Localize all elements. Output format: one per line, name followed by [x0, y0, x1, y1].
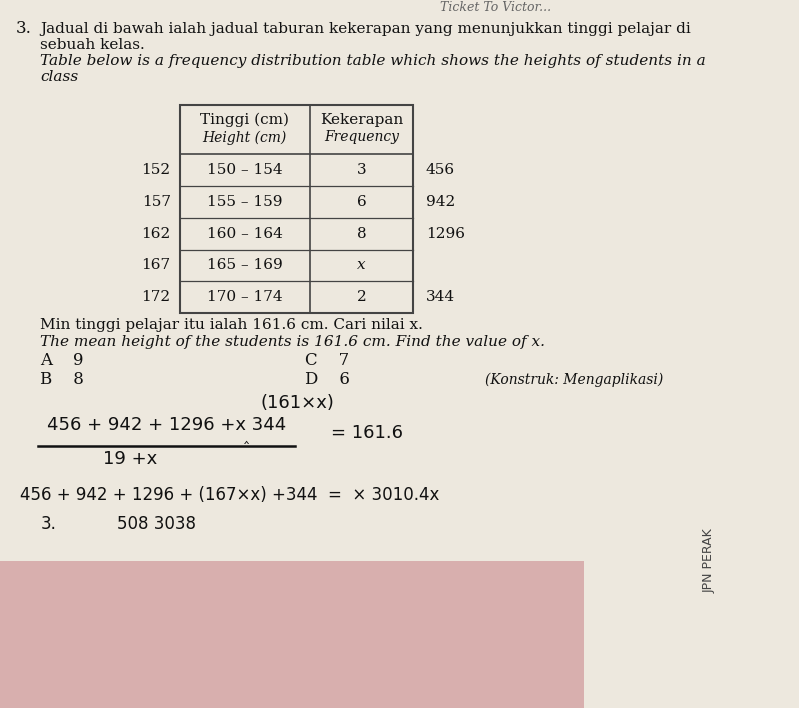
Text: (Konstruk: Mengaplikasi): (Konstruk: Mengaplikasi) [485, 373, 663, 387]
Text: 942: 942 [426, 195, 455, 209]
Text: 3.: 3. [16, 20, 32, 37]
Text: 6: 6 [356, 195, 367, 209]
Text: 456 + 942 + 1296 +x 344: 456 + 942 + 1296 +x 344 [46, 416, 286, 434]
Text: 157: 157 [141, 195, 171, 209]
Text: 508 3038: 508 3038 [117, 515, 196, 533]
Text: (161×x): (161×x) [260, 394, 334, 412]
Text: 172: 172 [141, 290, 171, 304]
Text: 170 – 174: 170 – 174 [207, 290, 283, 304]
Text: Height (cm): Height (cm) [203, 130, 287, 144]
Text: 150 – 154: 150 – 154 [207, 163, 283, 177]
Text: B    8: B 8 [41, 372, 84, 389]
Text: 2: 2 [356, 290, 367, 304]
Text: 160 – 164: 160 – 164 [207, 227, 283, 241]
Text: class: class [41, 70, 78, 84]
Text: Ticket To Victor...: Ticket To Victor... [440, 1, 551, 14]
Text: D    6: D 6 [305, 372, 350, 389]
Text: 162: 162 [141, 227, 171, 241]
Text: C    7: C 7 [305, 352, 350, 369]
Text: JPN PERAK: JPN PERAK [703, 529, 716, 593]
Text: 165 – 169: 165 – 169 [207, 258, 283, 273]
Text: 3.: 3. [41, 515, 56, 533]
Bar [0, 561, 584, 708]
Text: Kekerapan: Kekerapan [320, 113, 403, 127]
Text: Min tinggi pelajar itu ialah 161.6 cm. Cari nilai x.: Min tinggi pelajar itu ialah 161.6 cm. C… [41, 318, 423, 332]
Text: 1296: 1296 [426, 227, 465, 241]
Text: Tinggi (cm): Tinggi (cm) [201, 113, 289, 127]
Text: 8: 8 [356, 227, 366, 241]
Text: sebuah kelas.: sebuah kelas. [41, 38, 145, 52]
Text: The mean height of the students is 161.6 cm. Find the value of x.: The mean height of the students is 161.6… [41, 335, 546, 349]
Text: A    9: A 9 [41, 352, 84, 369]
Text: Frequency: Frequency [324, 130, 399, 144]
Text: ‸: ‸ [244, 429, 249, 444]
Text: 3: 3 [356, 163, 366, 177]
Text: x: x [357, 258, 366, 273]
Text: 19 +x: 19 +x [103, 450, 157, 468]
Text: 456: 456 [426, 163, 455, 177]
Bar [180, 105, 413, 313]
Text: 344: 344 [426, 290, 455, 304]
Text: Jadual di bawah ialah jadual taburan kekerapan yang menunjukkan tinggi pelajar d: Jadual di bawah ialah jadual taburan kek… [41, 22, 691, 36]
Text: = 161.6: = 161.6 [331, 424, 403, 442]
Text: 456 + 942 + 1296 + (167×x) +344  =  × 3010.4x: 456 + 942 + 1296 + (167×x) +344 = × 3010… [20, 486, 439, 503]
Text: 167: 167 [141, 258, 171, 273]
Text: Table below is a frequency distribution table which shows the heights of student: Table below is a frequency distribution … [41, 54, 706, 68]
Text: 155 – 159: 155 – 159 [207, 195, 283, 209]
Text: 152: 152 [141, 163, 171, 177]
